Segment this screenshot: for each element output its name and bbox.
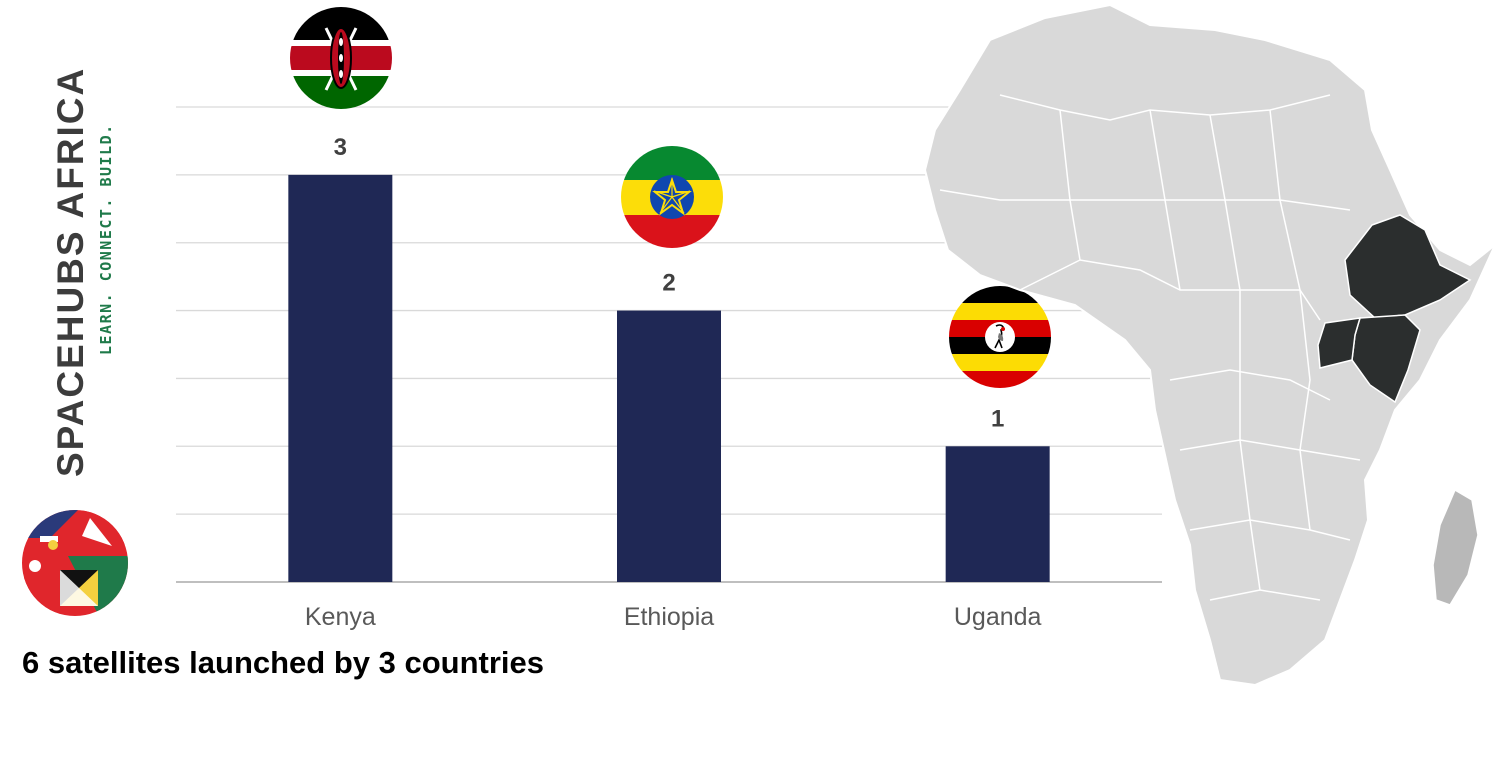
chart-caption: 6 satellites launched by 3 countries [22,645,545,680]
map-highlight-uganda [1317,317,1362,369]
ethiopia-flag-icon [621,146,723,248]
x-tick-label-kenya: Kenya [305,603,376,631]
bar-uganda [945,446,1050,582]
map-madagascar [1432,488,1479,606]
bars [288,174,1050,582]
bar-kenya [288,174,393,582]
spacehubs-logo-icon [22,510,128,616]
data-label-uganda: 1 [991,405,1004,432]
africa-map [923,3,1496,687]
x-tick-label-uganda: Uganda [954,603,1042,631]
x-tick-label-ethiopia: Ethiopia [624,603,714,631]
labels: 3 Kenya 2 Ethiopia 1 Uganda [305,134,1042,631]
bar-ethiopia [617,310,721,582]
map-highlight-ethiopia [1344,214,1472,319]
country-borders [939,94,1361,601]
data-label-kenya: 3 [334,134,347,161]
kenya-flag-icon [290,7,392,109]
data-label-ethiopia: 2 [662,270,675,297]
